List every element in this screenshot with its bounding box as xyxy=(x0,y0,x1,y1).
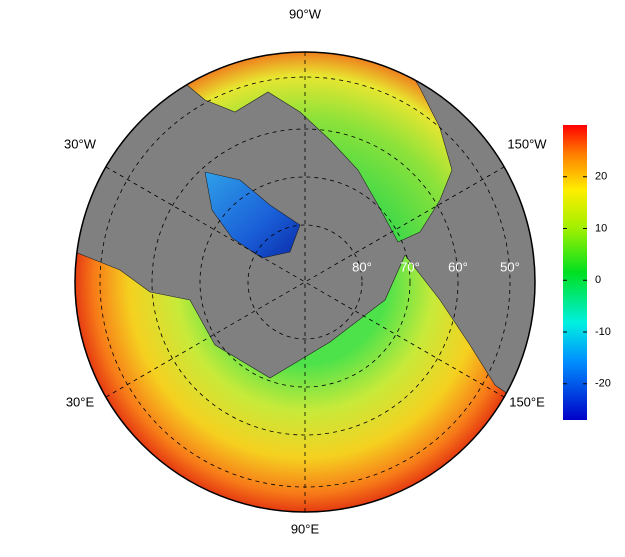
colorbar-tick-label: -20 xyxy=(595,378,611,390)
latitude-label: 70° xyxy=(400,259,420,274)
colorbar-tick-label: 0 xyxy=(595,274,601,286)
colorbar-tick-label: -10 xyxy=(595,326,611,338)
greenland xyxy=(204,171,301,259)
graticule xyxy=(99,52,511,512)
map-border xyxy=(74,51,536,513)
longitude-label: 90°W xyxy=(289,6,322,21)
colorbar xyxy=(563,125,587,420)
latitude-label: 60° xyxy=(448,259,468,274)
latitude-label: 80° xyxy=(352,259,372,274)
latitude-label: 50° xyxy=(500,259,520,274)
longitude-label: 30°E xyxy=(66,394,95,409)
map-disk xyxy=(75,52,535,512)
longitude-label: 30°W xyxy=(64,136,97,151)
longitude-label: 90°E xyxy=(291,521,320,536)
colorbar-tick-label: 10 xyxy=(595,222,607,234)
longitude-label: 150°E xyxy=(509,394,545,409)
north-america xyxy=(174,52,453,243)
colorbar-tick-label: 20 xyxy=(595,171,607,183)
longitude-label: 150°W xyxy=(507,136,547,151)
